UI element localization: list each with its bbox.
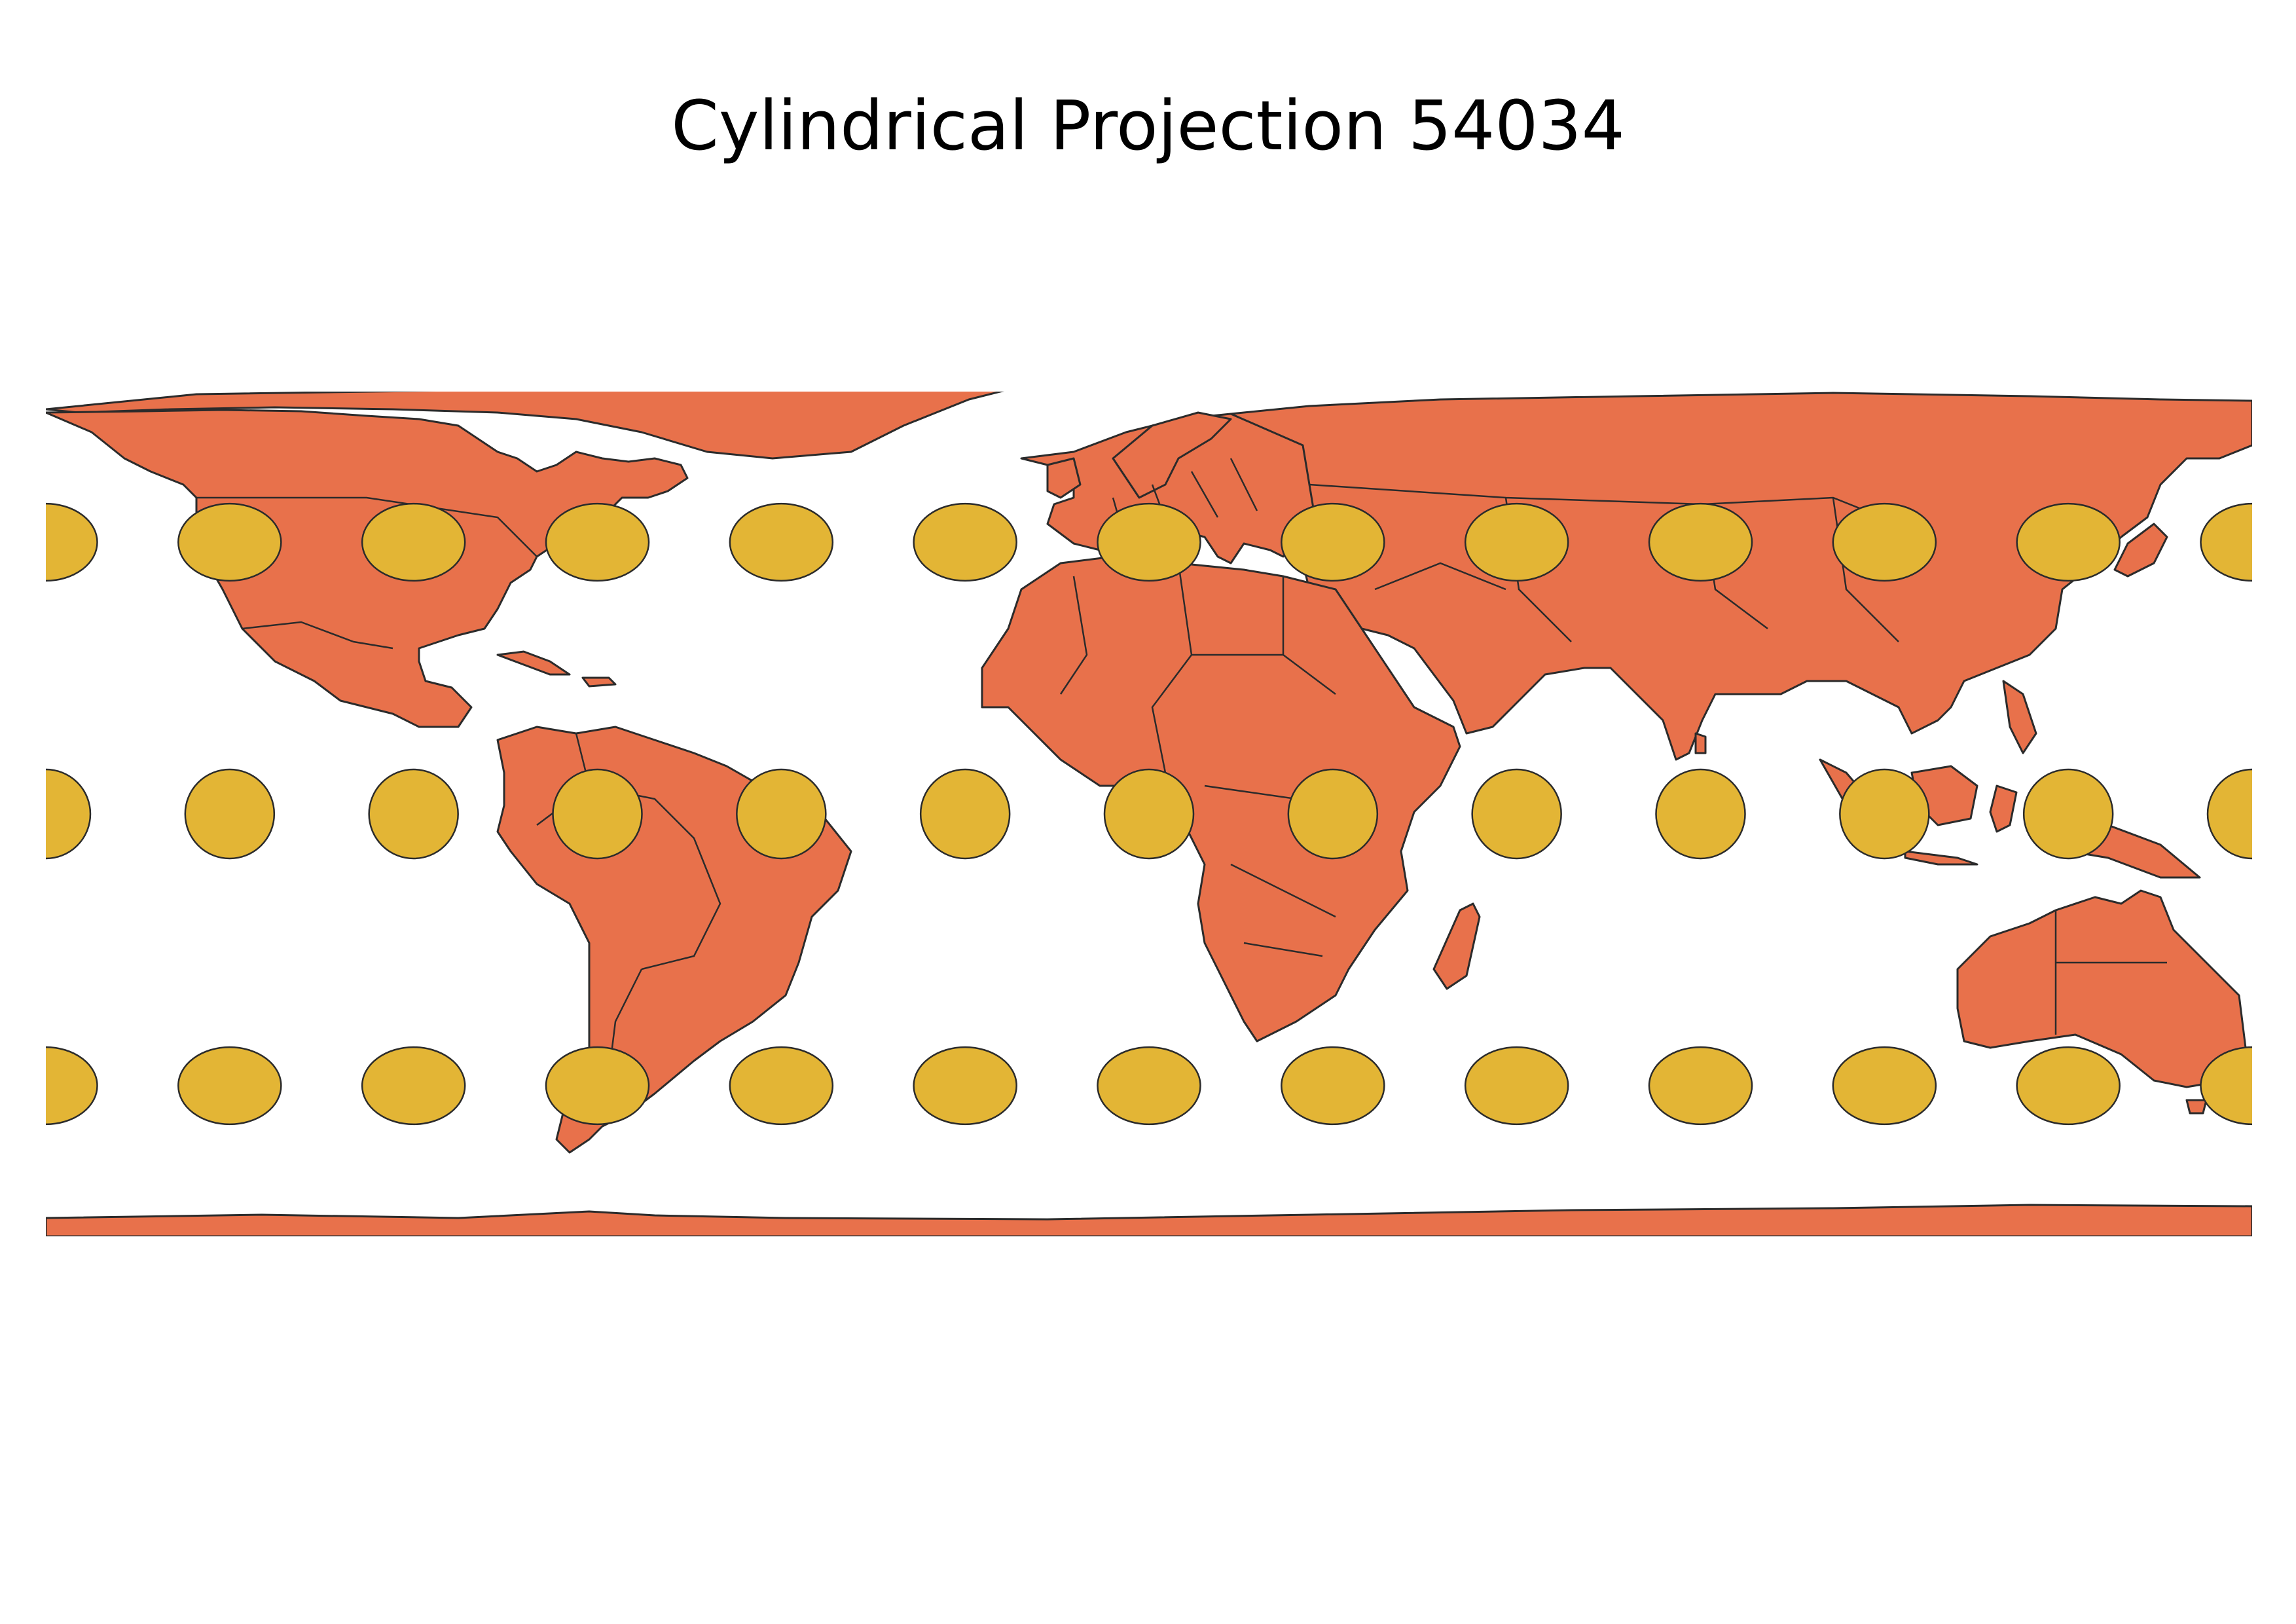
tissot-indicatrix	[1103, 768, 1195, 860]
tissot-indicatrix	[545, 502, 650, 582]
tissot-indicatrix	[1795, 321, 1973, 365]
map-title: Cylindrical Projection 54034	[671, 86, 1625, 166]
tissot-indicatrix	[692, 321, 870, 365]
tissot-indicatrix	[141, 1263, 319, 1307]
australia	[1956, 889, 2247, 1088]
cuba	[496, 650, 571, 676]
tissot-indicatrix	[1281, 1046, 1385, 1126]
tissot-indicatrix	[1097, 502, 1201, 582]
tissot-indicatrix	[1287, 768, 1379, 860]
java	[1904, 850, 1978, 866]
tissot-indicatrix	[913, 1046, 1017, 1126]
madagascar	[1432, 902, 1481, 990]
sri-lanka	[1694, 732, 1707, 754]
tissot-indicatrix	[1612, 321, 1790, 365]
tissot-indicatrix	[2022, 768, 2114, 860]
tissot-indicatrix	[1244, 1263, 1422, 1307]
british-isles	[1046, 457, 1082, 499]
tissot-indicatrix	[46, 502, 98, 582]
tissot-indicatrix	[1464, 1046, 1569, 1126]
scandinavia	[1112, 411, 1232, 499]
tissot-indicatrix	[1655, 768, 1746, 860]
tissot-indicatrix	[1281, 502, 1385, 582]
tissot-indicatrix	[177, 1046, 282, 1126]
tissot-indicatrix	[2163, 321, 2296, 365]
africa	[981, 555, 1461, 1043]
tissot-indicatrix	[2016, 1046, 2121, 1126]
tissot-indicatrix	[1648, 1046, 1753, 1126]
tissot-indicatrix	[1832, 1046, 1937, 1126]
tissot-indicatrix	[1839, 768, 1930, 860]
tissot-indicatrix	[1428, 1263, 1606, 1307]
tissot-indicatrix	[141, 321, 319, 365]
tissot-indicatrix	[361, 502, 466, 582]
tissot-indicatrix	[184, 768, 276, 860]
tissot-indicatrix	[1060, 321, 1238, 365]
antarctica	[46, 1204, 2252, 1236]
tissot-indicatrix	[876, 321, 1054, 365]
tissot-indicatrix	[1795, 1263, 1973, 1307]
tissot-indicatrix	[1979, 321, 2157, 365]
tissot-indicatrix	[1097, 1046, 1201, 1126]
tissot-indicatrix	[509, 321, 687, 365]
tissot-indicatrix	[1612, 1263, 1790, 1307]
tissot-indicatrix	[2206, 768, 2252, 860]
tissot-indicatrix	[913, 502, 1017, 582]
tissot-indicatrix	[545, 1046, 650, 1126]
tissot-indicatrix	[325, 321, 503, 365]
tissot-indicatrix	[729, 1046, 834, 1126]
tissot-indicatrix	[1464, 502, 1569, 582]
tissot-indicatrix	[2200, 1046, 2252, 1126]
tissot-indicatrix	[736, 768, 827, 860]
tissot-indicatrix	[2163, 1263, 2296, 1307]
tissot-indicatrix	[1832, 502, 1937, 582]
tissot-indicatrix	[325, 1263, 503, 1307]
tissot-indicatrix	[0, 321, 135, 365]
north-america	[46, 409, 689, 728]
tissot-indicatrix	[729, 502, 834, 582]
tissot-indicatrix	[692, 1263, 870, 1307]
greenland-arctic	[46, 392, 1005, 460]
tissot-indicatrix	[1428, 321, 1606, 365]
japan	[2113, 523, 2168, 578]
sulawesi	[1989, 784, 2018, 833]
tissot-indicatrix	[552, 768, 643, 860]
australia-borders	[2054, 910, 2167, 1035]
tissot-indicatrix	[0, 1263, 135, 1307]
tissot-indicatrix	[1244, 321, 1422, 365]
tissot-indicatrix	[2016, 502, 2121, 582]
tissot-indicatrix	[1471, 768, 1562, 860]
tissot-indicatrix	[2200, 502, 2252, 582]
usa-mexico-border	[242, 621, 393, 650]
tissot-indicatrix	[509, 1263, 687, 1307]
tissot-indicatrix	[919, 768, 1011, 860]
tissot-indicatrix	[46, 1046, 98, 1126]
tissot-indicatrix	[1979, 1263, 2157, 1307]
tissot-indicatrix	[177, 502, 282, 582]
tissot-indicatrix	[876, 1263, 1054, 1307]
tasmania	[2185, 1099, 2208, 1115]
tissot-indicatrix	[46, 768, 92, 860]
tissot-indicatrix	[1060, 1263, 1238, 1307]
asia	[1230, 392, 2252, 761]
tissot-indicatrices	[0, 321, 2296, 1307]
tissot-indicatrix	[1648, 502, 1753, 582]
hispaniola	[581, 676, 617, 688]
philippines	[2002, 680, 2037, 754]
landmasses	[46, 392, 2252, 1236]
tissot-indicatrix	[368, 768, 459, 860]
tissot-indicatrix	[361, 1046, 466, 1126]
